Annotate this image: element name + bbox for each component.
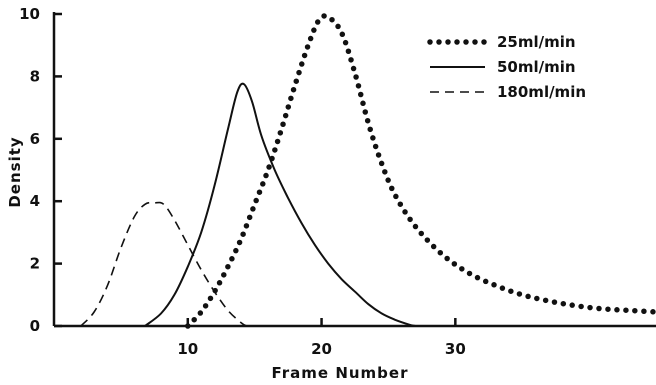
legend-label: 50ml/min [497, 58, 576, 76]
axes [52, 12, 656, 328]
y-axis-label: Density [6, 136, 24, 207]
legend: 25ml/min 50ml/min 180ml/min [427, 33, 586, 101]
x-tick-label: 30 [445, 340, 466, 358]
y-tick-label: 6 [30, 130, 40, 148]
ticks: 0 2 4 6 8 10 10 20 30 [19, 5, 466, 358]
series-line-50ml-min [144, 82, 416, 327]
x-tick-label: 20 [311, 340, 332, 358]
series-line-180ml-min [80, 201, 247, 327]
x-axis-label: Frame Number [271, 364, 408, 382]
y-tick-label: 2 [30, 255, 40, 273]
y-tick-label: 4 [30, 192, 40, 210]
series-line-25ml-min [185, 13, 656, 329]
y-tick-label: 8 [30, 67, 40, 85]
legend-label: 180ml/min [497, 83, 586, 101]
y-tick-label: 0 [30, 317, 40, 335]
x-tick-label: 10 [177, 340, 198, 358]
legend-label: 25ml/min [497, 33, 576, 51]
series-layer [80, 13, 656, 329]
y-tick-label: 10 [19, 5, 40, 23]
